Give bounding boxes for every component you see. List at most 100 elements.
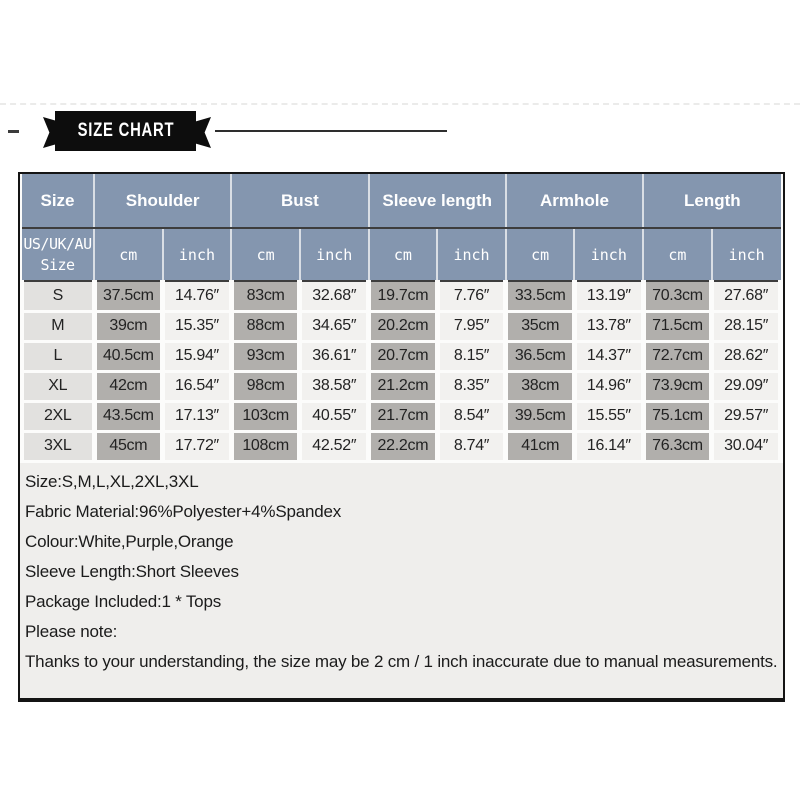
- inch-value-cell: 7.76″: [437, 281, 509, 313]
- ribbon: SIZE CHART: [55, 111, 196, 151]
- cm-value-cell: 42cm: [94, 371, 166, 403]
- inch-value-cell: 32.68″: [299, 281, 372, 313]
- size-cell: M: [20, 311, 97, 343]
- inch-value-cell: 30.04″: [711, 431, 783, 463]
- group-header-row: Size Shoulder Bust Sleeve length Armhole…: [22, 174, 781, 229]
- col-subheader-armhole-inch: inch: [573, 228, 644, 282]
- col-header-bust: Bust: [230, 174, 369, 229]
- inch-value-cell: 28.62″: [711, 341, 783, 373]
- note-line: Package Included:1 * Tops: [25, 591, 221, 611]
- size-cell: 3XL: [20, 431, 97, 463]
- unit-header-row: US/UK/AU Size cm inch cm inch cm inch cm…: [22, 228, 781, 282]
- col-subheader-armhole-cm: cm: [504, 228, 575, 282]
- note-line: Thanks to your understanding, the size m…: [25, 651, 778, 671]
- cm-value-cell: 21.7cm: [368, 401, 440, 433]
- size-cell: S: [20, 281, 97, 313]
- inch-value-cell: 15.35″: [162, 311, 234, 343]
- size-chart-box: Size Shoulder Bust Sleeve length Armhole…: [18, 172, 785, 702]
- cm-value-cell: 37.5cm: [94, 281, 166, 313]
- inch-value-cell: 14.37″: [574, 341, 646, 373]
- cm-value-cell: 43.5cm: [94, 401, 166, 433]
- cm-value-cell: 33.5cm: [505, 281, 577, 313]
- col-subheader-length-inch: inch: [710, 228, 781, 282]
- col-subheader-bust-cm: cm: [230, 228, 300, 282]
- cm-value-cell: 83cm: [231, 281, 303, 313]
- size-cell: L: [20, 341, 97, 373]
- cm-value-cell: 76.3cm: [643, 431, 715, 463]
- ribbon-right-tail-icon: [195, 117, 211, 148]
- inch-value-cell: 15.55″: [574, 401, 646, 433]
- cm-value-cell: 103cm: [231, 401, 303, 433]
- cm-value-cell: 71.5cm: [643, 311, 715, 343]
- cm-value-cell: 41cm: [505, 431, 577, 463]
- table-row: L 40.5cm 15.94″ 93cm 36.61″ 20.7cm 8.15″ 36.5cm…: [20, 341, 783, 373]
- col-header-shoulder: Shoulder: [92, 174, 232, 229]
- size-cell: 2XL: [20, 401, 97, 433]
- cm-value-cell: 36.5cm: [505, 341, 577, 373]
- inch-value-cell: 34.65″: [299, 311, 372, 343]
- inch-value-cell: 42.52″: [299, 431, 372, 463]
- cm-value-cell: 21.2cm: [368, 371, 440, 403]
- cm-value-cell: 35cm: [505, 311, 577, 343]
- col-header-size: Size: [22, 174, 94, 229]
- cm-value-cell: 72.7cm: [643, 341, 715, 373]
- cm-value-cell: 98cm: [231, 371, 303, 403]
- table-row: 2XL 43.5cm 17.13″ 103cm 40.55″ 21.7cm 8.54″ 39.…: [20, 401, 783, 433]
- cm-value-cell: 20.2cm: [368, 311, 440, 343]
- table-row: 3XL 45cm 17.72″ 108cm 42.52″ 22.2cm 8.74″ 41cm 1…: [20, 431, 783, 463]
- inch-value-cell: 16.14″: [574, 431, 646, 463]
- cm-value-cell: 70.3cm: [643, 281, 715, 313]
- size-cell: XL: [20, 371, 97, 403]
- note-line: Size:S,M,L,XL,2XL,3XL: [25, 471, 199, 491]
- note-line: Please note:: [25, 621, 118, 641]
- col-subheader-sleeve-cm: cm: [367, 228, 438, 282]
- col-subheader-length-cm: cm: [642, 228, 712, 282]
- cm-value-cell: 45cm: [94, 431, 166, 463]
- inch-value-cell: 16.54″: [162, 371, 234, 403]
- inch-value-cell: 36.61″: [299, 341, 372, 373]
- inch-value-cell: 7.95″: [437, 311, 509, 343]
- dashed-divider: [0, 103, 800, 105]
- inch-value-cell: 13.78″: [574, 311, 646, 343]
- inch-value-cell: 17.72″: [162, 431, 234, 463]
- subheader-size-line2: Size: [40, 255, 75, 274]
- inch-value-cell: 27.68″: [711, 281, 783, 313]
- col-header-length: Length: [642, 174, 781, 229]
- note-line: Sleeve Length:Short Sleeves: [25, 561, 239, 581]
- inch-value-cell: 8.15″: [437, 341, 509, 373]
- col-subheader-bust-inch: inch: [298, 228, 369, 282]
- col-subheader-us-uk-au-size: US/UK/AU Size: [22, 228, 94, 282]
- inch-value-cell: 29.57″: [711, 401, 783, 433]
- cm-value-cell: 19.7cm: [368, 281, 440, 313]
- note-line: Fabric Material:96%Polyester+4%Spandex: [25, 501, 342, 521]
- table-row: S 37.5cm 14.76″ 83cm 32.68″ 19.7cm 7.76″ 33.5cm…: [20, 281, 783, 313]
- inch-value-cell: 28.15″: [711, 311, 783, 343]
- col-subheader-sleeve-inch: inch: [436, 228, 506, 282]
- cm-value-cell: 88cm: [231, 311, 303, 343]
- inch-value-cell: 8.54″: [437, 401, 509, 433]
- cm-value-cell: 39.5cm: [505, 401, 577, 433]
- inch-value-cell: 13.19″: [574, 281, 646, 313]
- inch-value-cell: 40.55″: [299, 401, 372, 433]
- banner-left-dash: [8, 130, 19, 133]
- cm-value-cell: 93cm: [231, 341, 303, 373]
- inch-value-cell: 38.58″: [299, 371, 372, 403]
- col-subheader-shoulder-cm: cm: [93, 228, 163, 282]
- inch-value-cell: 17.13″: [162, 401, 234, 433]
- cm-value-cell: 73.9cm: [643, 371, 715, 403]
- banner-right-line: [215, 130, 447, 132]
- inch-value-cell: 14.76″: [162, 281, 234, 313]
- col-header-armhole: Armhole: [504, 174, 644, 229]
- inch-value-cell: 8.74″: [437, 431, 509, 463]
- cm-value-cell: 20.7cm: [368, 341, 440, 373]
- inch-value-cell: 29.09″: [711, 371, 783, 403]
- cm-value-cell: 38cm: [505, 371, 577, 403]
- inch-value-cell: 14.96″: [574, 371, 646, 403]
- cm-value-cell: 40.5cm: [94, 341, 166, 373]
- cm-value-cell: 108cm: [231, 431, 303, 463]
- note-line: Colour:White,Purple,Orange: [25, 531, 234, 551]
- cm-value-cell: 39cm: [94, 311, 166, 343]
- cm-value-cell: 22.2cm: [368, 431, 440, 463]
- inch-value-cell: 8.35″: [437, 371, 509, 403]
